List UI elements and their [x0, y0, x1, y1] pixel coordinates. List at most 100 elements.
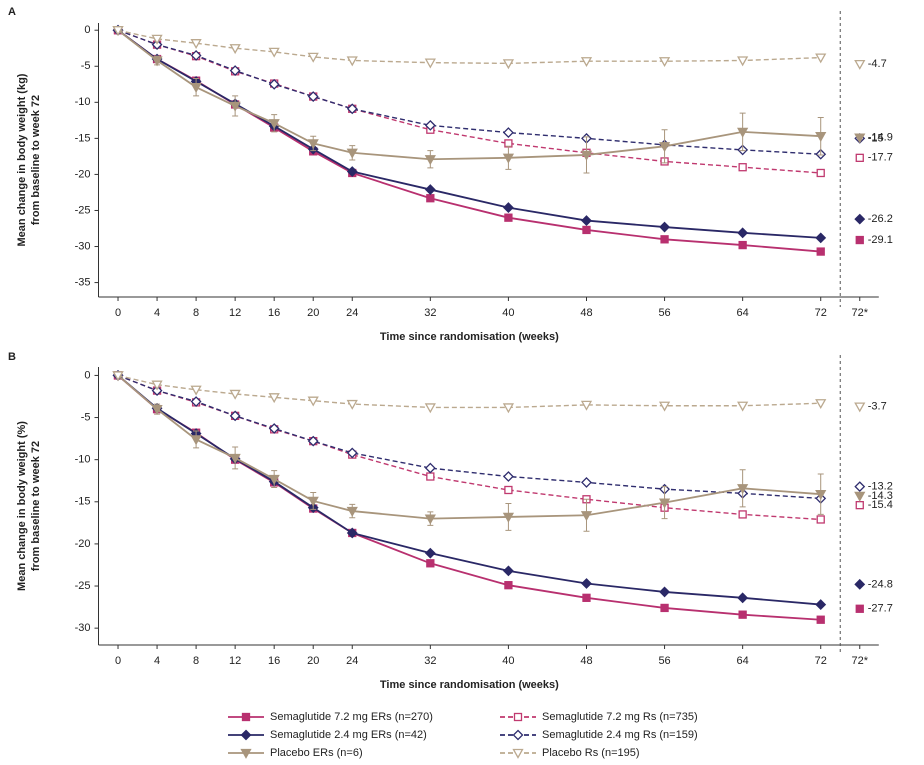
- marker: [502, 59, 515, 70]
- marker: [737, 401, 749, 412]
- estimate-label: -15: [868, 132, 884, 144]
- marker: [855, 501, 864, 510]
- y-axis-label: from baseline to week 72: [30, 95, 42, 225]
- x-tick-label: 32: [424, 307, 436, 319]
- marker: [854, 578, 866, 590]
- marker: [424, 514, 436, 525]
- marker: [151, 34, 163, 45]
- marker: [229, 44, 241, 55]
- estimate-label: -14.9: [868, 132, 893, 144]
- x-tick-label: 72*: [851, 655, 868, 667]
- marker: [229, 453, 241, 464]
- x-tick-label: 8: [193, 307, 199, 319]
- marker: [580, 57, 593, 68]
- marker: [581, 578, 592, 589]
- marker: [738, 510, 747, 519]
- legend-label: Placebo Rs (n=195): [542, 747, 640, 759]
- legend-label: Semaglutide 7.2 mg ERs (n=270): [270, 711, 433, 723]
- x-tick-label: 40: [502, 655, 514, 667]
- marker: [855, 235, 864, 245]
- marker: [424, 547, 436, 559]
- y-tick-label: -10: [75, 454, 91, 466]
- marker: [738, 163, 747, 172]
- marker: [580, 400, 593, 411]
- marker: [346, 56, 358, 67]
- legend-marker: [240, 748, 252, 759]
- x-tick-label: 64: [737, 307, 749, 319]
- marker: [737, 56, 749, 67]
- marker: [816, 515, 825, 524]
- marker: [151, 404, 163, 415]
- marker: [424, 462, 436, 474]
- estimate-label: -24.8: [868, 578, 893, 590]
- y-axis-label: Mean change in body weight (%): [16, 421, 28, 591]
- y-tick-label: -15: [75, 132, 91, 144]
- marker: [660, 235, 669, 244]
- marker: [346, 506, 358, 517]
- y-tick-label: -20: [75, 538, 91, 550]
- y-tick-label: -5: [81, 60, 91, 72]
- y-tick-label: -20: [75, 168, 91, 180]
- marker: [426, 472, 435, 481]
- marker: [502, 153, 515, 164]
- marker: [582, 225, 591, 235]
- marker: [502, 512, 515, 523]
- legend-label: Placebo ERs (n=6): [270, 747, 363, 759]
- marker: [502, 471, 514, 482]
- x-tick-label: 56: [658, 307, 670, 319]
- x-tick-label: 24: [346, 655, 358, 667]
- marker: [229, 101, 241, 112]
- marker: [307, 496, 319, 507]
- x-tick-label: 0: [115, 307, 121, 319]
- marker: [502, 202, 514, 214]
- x-tick-label: 0: [115, 655, 121, 667]
- marker: [190, 435, 202, 446]
- y-tick-label: -15: [75, 496, 91, 508]
- y-tick-label: -35: [75, 276, 91, 288]
- marker: [815, 399, 827, 410]
- marker: [854, 213, 866, 225]
- marker: [346, 447, 358, 459]
- x-tick-label: 12: [229, 307, 241, 319]
- marker: [268, 474, 280, 485]
- marker: [815, 132, 827, 143]
- marker: [854, 491, 866, 502]
- panel-label: A: [8, 6, 16, 18]
- marker: [190, 396, 202, 407]
- x-axis-label: Time since randomisation (weeks): [380, 679, 559, 691]
- legend-label: Semaglutide 7.2 mg Rs (n=735): [542, 711, 698, 723]
- x-tick-label: 72: [815, 307, 827, 319]
- marker: [426, 194, 435, 203]
- marker: [816, 247, 825, 256]
- marker: [737, 592, 749, 604]
- marker: [229, 389, 241, 400]
- estimate-label: -17.7: [868, 152, 893, 164]
- marker: [190, 39, 202, 50]
- marker: [658, 498, 671, 509]
- marker: [307, 52, 319, 63]
- x-tick-label: 20: [307, 655, 319, 667]
- x-tick-label: 48: [580, 307, 592, 319]
- marker: [737, 227, 749, 239]
- marker: [346, 103, 358, 115]
- estimate-label: -29.1: [868, 234, 893, 246]
- marker: [112, 26, 124, 37]
- marker: [426, 559, 435, 568]
- marker: [190, 385, 202, 396]
- estimate-label: -13.2: [868, 481, 893, 493]
- marker: [502, 565, 514, 577]
- marker: [855, 604, 864, 613]
- marker: [424, 58, 436, 69]
- marker: [424, 403, 436, 414]
- marker: [504, 213, 513, 222]
- marker: [346, 166, 358, 177]
- x-tick-label: 4: [154, 307, 160, 319]
- marker: [268, 119, 280, 130]
- marker: [307, 139, 319, 150]
- y-tick-label: -25: [75, 580, 91, 592]
- estimate-label: -4.7: [868, 58, 887, 70]
- x-axis-label: Time since randomisation (weeks): [380, 331, 559, 343]
- legend-marker: [240, 729, 252, 741]
- marker: [502, 127, 514, 139]
